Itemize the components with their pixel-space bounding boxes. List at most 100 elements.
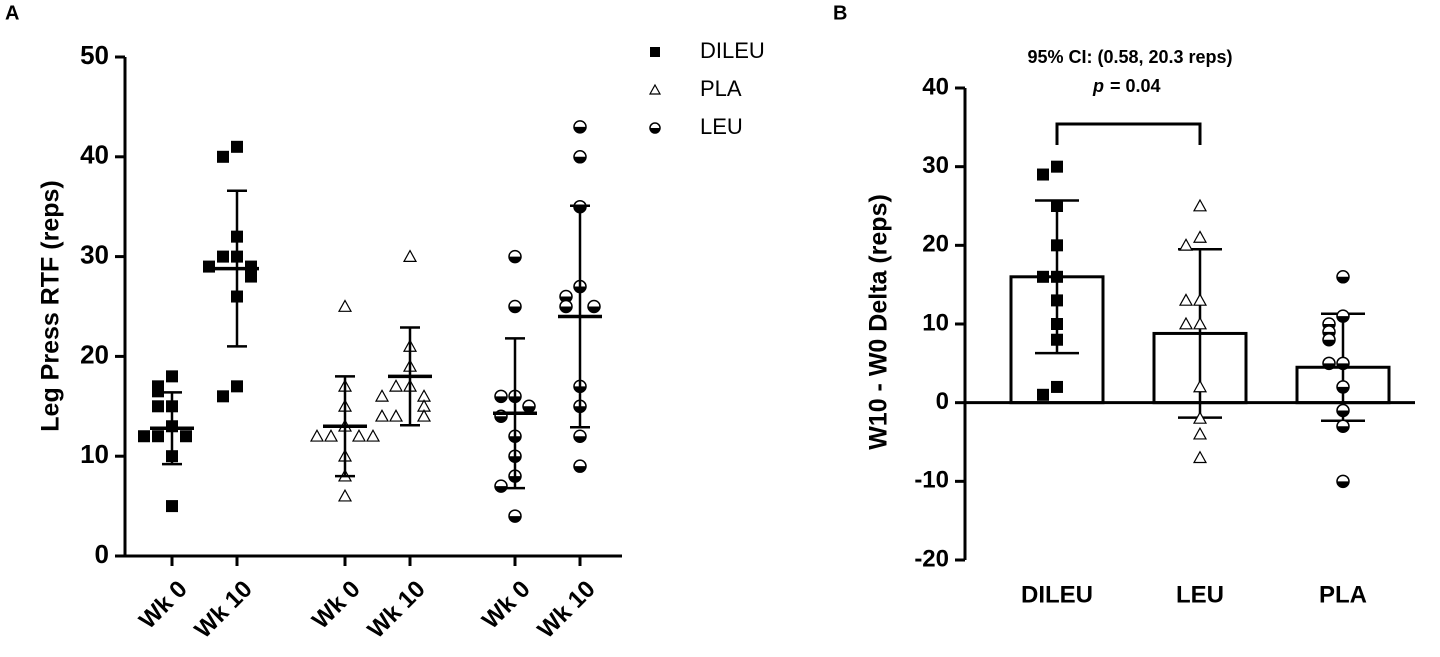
- marker-half: [588, 306, 600, 313]
- data-point: [1192, 411, 1208, 424]
- marker-half: [1323, 339, 1335, 346]
- data-point: [1037, 168, 1049, 181]
- data-point: [522, 399, 536, 414]
- marker-half: [1337, 426, 1349, 433]
- legend-label: DILEU: [700, 38, 765, 63]
- marker-half: [509, 516, 521, 523]
- data-point: [650, 47, 660, 57]
- x-tick-label: Wk 0: [134, 576, 193, 635]
- data-point: [1336, 309, 1350, 323]
- marker-half: [1337, 481, 1349, 488]
- data-point: [166, 500, 178, 513]
- annotation-p: p: [1092, 76, 1104, 96]
- data-point: [152, 385, 164, 398]
- data-point: [573, 150, 587, 164]
- marker-half: [560, 306, 572, 313]
- marker-half: [509, 256, 521, 263]
- data-point: [494, 389, 508, 404]
- data-point: [1051, 318, 1063, 330]
- legend-label: LEU: [700, 114, 743, 139]
- x-tick-label: LEU: [1176, 581, 1224, 608]
- y-tick-label: -10: [914, 467, 949, 494]
- data-point: [494, 479, 508, 493]
- data-point: [1051, 239, 1063, 252]
- data-point: [152, 400, 164, 413]
- data-point: [351, 429, 367, 442]
- marker-half: [574, 126, 586, 133]
- y-tick-label: 30: [80, 239, 109, 269]
- panel-label: A: [5, 2, 19, 24]
- data-point: [323, 429, 339, 442]
- data-point: [217, 150, 229, 163]
- data-point: [217, 250, 229, 263]
- data-point: [1336, 419, 1350, 434]
- data-point: [1051, 160, 1063, 173]
- x-tick-label: Wk 10: [533, 576, 601, 644]
- data-point: [1051, 200, 1063, 212]
- data-point: [1192, 316, 1208, 330]
- data-point: [1192, 379, 1208, 393]
- marker-half: [1337, 363, 1349, 370]
- data-point: [374, 389, 390, 402]
- marker-half: [509, 306, 521, 313]
- y-tick-label: 40: [922, 73, 949, 100]
- data-point: [648, 83, 662, 95]
- x-tick-label: PLA: [1319, 581, 1367, 608]
- data-point: [573, 120, 587, 134]
- data-point: [180, 430, 192, 443]
- data-point: [365, 429, 381, 442]
- y-tick-label: 0: [95, 539, 109, 569]
- y-tick-label: 10: [922, 309, 949, 336]
- data-point: [1336, 474, 1350, 489]
- annotation: 95% CI: (0.58, 20.3 reps): [1027, 47, 1232, 67]
- x-tick-label: Wk 0: [477, 576, 536, 635]
- data-point: [559, 299, 573, 314]
- y-axis-label: W10 - W0 Delta (reps): [865, 194, 893, 450]
- marker-half: [495, 486, 507, 493]
- data-point: [1336, 403, 1350, 418]
- data-point: [337, 488, 353, 502]
- data-point: [1192, 426, 1208, 440]
- data-point: [1192, 450, 1208, 464]
- data-point: [1051, 270, 1063, 283]
- data-point: [231, 140, 243, 153]
- marker-half: [495, 396, 507, 403]
- data-point: [1051, 333, 1063, 346]
- data-point: [1336, 270, 1350, 284]
- x-tick-label: Wk 10: [190, 576, 258, 644]
- y-tick-label: 0: [936, 388, 949, 415]
- data-point: [388, 409, 404, 422]
- data-point: [1178, 293, 1194, 306]
- data-point: [508, 249, 522, 264]
- data-point: [203, 260, 215, 273]
- y-tick-label: 20: [80, 339, 109, 369]
- x-tick-label: Wk 0: [307, 576, 366, 635]
- data-point: [1037, 388, 1049, 401]
- data-point: [1336, 356, 1350, 371]
- data-point: [152, 430, 164, 443]
- data-point: [1192, 198, 1208, 212]
- y-tick-label: 30: [922, 152, 949, 179]
- marker-half: [1337, 386, 1349, 393]
- data-point: [402, 249, 418, 262]
- x-tick-label: DILEU: [1021, 581, 1093, 608]
- data-point: [1037, 270, 1049, 283]
- marker-half: [1337, 276, 1349, 283]
- data-point: [1336, 380, 1350, 394]
- data-point: [1322, 332, 1336, 347]
- data-point: [1192, 230, 1208, 243]
- marker-half: [574, 436, 586, 443]
- x-tick-label: Wk 10: [363, 576, 431, 644]
- data-point: [1322, 356, 1336, 371]
- data-point: [649, 122, 661, 134]
- significance-bracket: [1055, 122, 1202, 145]
- legend-label: PLA: [700, 76, 742, 101]
- marker-half: [523, 406, 535, 413]
- data-point: [1051, 294, 1063, 307]
- marker-half: [650, 128, 660, 133]
- data-point: [374, 409, 390, 422]
- data-point: [166, 370, 178, 383]
- y-tick-label: 20: [922, 231, 949, 258]
- data-point: [1178, 316, 1194, 330]
